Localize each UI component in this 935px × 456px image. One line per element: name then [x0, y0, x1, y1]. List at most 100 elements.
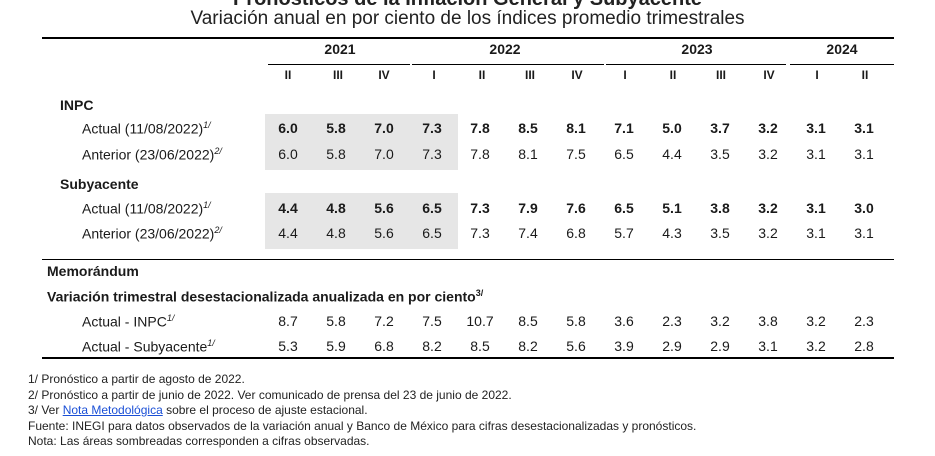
table-cell: 2.3 [854, 313, 874, 329]
section-memorandum: Memorándum [47, 263, 139, 279]
table-cell: 7.0 [374, 146, 394, 162]
table-cell: 3.2 [710, 313, 730, 329]
footnote-ref: 1/ [203, 200, 211, 210]
table-cell: 8.7 [278, 313, 298, 329]
table-cell: 5.7 [614, 225, 634, 241]
table-cell: 5.6 [374, 200, 394, 216]
row-label: Actual - Subyacente1/ [82, 338, 215, 355]
table-cell: 7.9 [518, 200, 538, 216]
table-cell: 6.0 [278, 120, 298, 136]
table-cell: 8.5 [518, 313, 538, 329]
table-cell: 6.0 [278, 146, 298, 162]
memorandum-subtitle-text: Variación trimestral desestacionalizada … [47, 288, 476, 305]
table-cell: 4.3 [662, 225, 682, 241]
table-cell: 10.7 [466, 313, 494, 329]
table-cell: 8.1 [518, 146, 538, 162]
quarter-header: III [332, 68, 343, 82]
row-label-text: Anterior (23/06/2022) [82, 225, 215, 242]
footnote-ref: 2/ [214, 146, 222, 156]
footnote-3-prefix: 3/ Ver [28, 403, 63, 417]
observed-shade-inpc [265, 114, 458, 170]
quarter-header: II [284, 68, 292, 82]
table-cell: 5.6 [566, 338, 586, 354]
table-cell: 7.3 [470, 200, 490, 216]
section-subyacente: Subyacente [60, 176, 139, 192]
table-cell: 7.1 [614, 120, 634, 136]
bottom-rule [42, 357, 894, 359]
table-cell: 4.8 [326, 225, 346, 241]
table-cell: 4.4 [278, 225, 298, 241]
table-cell: 5.1 [662, 200, 682, 216]
table-cell: 5.3 [278, 338, 298, 354]
table-cell: 3.8 [710, 200, 730, 216]
table-cell: 3.2 [758, 120, 778, 136]
row-label-text: Actual (11/08/2022) [82, 200, 204, 217]
quarter-header: II [861, 68, 869, 82]
table-cell: 7.8 [470, 120, 490, 136]
shading-note: Nota: Las áreas sombreadas corresponden … [28, 434, 370, 448]
table-cell: 7.0 [374, 120, 394, 136]
quarter-header: I [432, 68, 436, 82]
table-cell: 6.5 [422, 200, 442, 216]
year-2023: 2023 [681, 41, 713, 57]
quarter-header: III [524, 68, 535, 82]
quarter-header: I [815, 68, 819, 82]
year-2024-underline [790, 64, 894, 65]
quarter-header: II [669, 68, 677, 82]
table-cell: 5.6 [374, 225, 394, 241]
year-2023-underline [606, 64, 786, 65]
table-cell: 3.2 [806, 313, 826, 329]
table-subtitle: Variación anual en por ciento de los índ… [190, 8, 745, 29]
table-cell: 7.3 [422, 120, 442, 136]
table-cell: 3.8 [758, 313, 778, 329]
table-cell: 8.2 [422, 338, 442, 354]
table-cell: 5.8 [326, 120, 346, 136]
row-label: Actual (11/08/2022)1/ [82, 120, 211, 137]
table-cell: 5.9 [326, 338, 346, 354]
table-cell: 3.0 [854, 200, 874, 216]
table-cell: 7.5 [566, 146, 586, 162]
year-2021-underline [268, 64, 410, 65]
row-label: Actual (11/08/2022)1/ [82, 200, 211, 217]
row-label-text: Actual - INPC [82, 313, 167, 330]
quarter-header: IV [571, 68, 583, 82]
table-cell: 8.5 [518, 120, 538, 136]
table-cell: 2.9 [662, 338, 682, 354]
footnote-ref: 2/ [214, 225, 222, 235]
quarter-header: III [715, 68, 726, 82]
table-cell: 7.4 [518, 225, 538, 241]
table-cell: 3.1 [806, 200, 826, 216]
quarter-header: II [478, 68, 486, 82]
section-divider [42, 259, 894, 260]
table-cell: 3.7 [710, 120, 730, 136]
table-cell: 5.8 [326, 146, 346, 162]
table-cell: 3.5 [710, 225, 730, 241]
row-label: Anterior (23/06/2022)2/ [82, 225, 222, 242]
quarter-header: IV [763, 68, 775, 82]
row-label: Anterior (23/06/2022)2/ [82, 146, 222, 163]
footnote-ref: 1/ [207, 338, 215, 348]
row-label: Actual - INPC1/ [82, 313, 174, 330]
footnote-3-suffix: sobre el proceso de ajuste estacional. [162, 403, 368, 417]
observed-shade-subyacente [265, 193, 458, 249]
table-cell: 3.5 [710, 146, 730, 162]
table-cell: 3.1 [854, 120, 874, 136]
table-cell: 6.5 [422, 225, 442, 241]
source-note: Fuente: INEGI para datos observados de l… [28, 418, 697, 433]
table-cell: 5.8 [326, 313, 346, 329]
table-cell: 3.2 [758, 146, 778, 162]
year-2021: 2021 [324, 41, 356, 57]
table-cell: 7.3 [422, 146, 442, 162]
table-cell: 2.8 [854, 338, 874, 354]
footnote-1: 1/ Pronóstico a partir de agosto de 2022… [28, 372, 245, 386]
year-2022: 2022 [489, 41, 521, 57]
table-cell: 3.1 [806, 225, 826, 241]
table-cell: 2.3 [662, 313, 682, 329]
table-cell: 3.1 [806, 120, 826, 136]
table-cell: 4.8 [326, 200, 346, 216]
table-cell: 5.0 [662, 120, 682, 136]
nota-metodologica-link[interactable]: Nota Metodológica [62, 403, 163, 417]
row-label-text: Actual (11/08/2022) [82, 120, 204, 137]
table-cell: 4.4 [662, 146, 682, 162]
footnote-ref: 1/ [166, 313, 175, 323]
